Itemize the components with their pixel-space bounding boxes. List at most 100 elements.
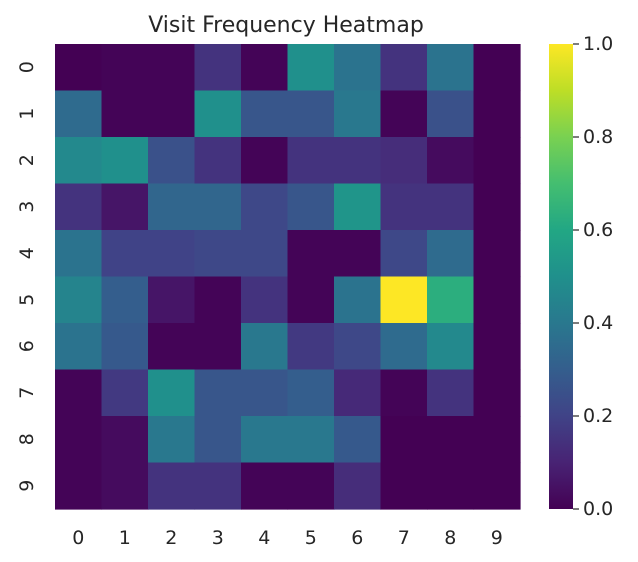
colorbar-tick-label: 0.6 [583,219,613,241]
heatmap-cell [334,276,382,324]
heatmap-cell [148,323,196,371]
heatmap-cell [287,137,335,185]
colorbar-gradient [549,44,573,509]
heatmap-cell [473,183,521,231]
heatmap-cell [334,183,382,231]
heatmap-cells [55,44,521,510]
colorbar-tick-label: 0.8 [583,126,613,148]
heatmap-cell [427,90,475,138]
colorbar-tick-label: 0.0 [583,498,613,520]
heatmap-cell [194,137,242,185]
heatmap-cell [427,137,475,185]
x-tick-label: 1 [119,527,131,549]
colorbar: 0.0 0.2 0.4 0.6 0.8 1.0 [549,33,613,520]
y-tick-label: 5 [16,294,38,306]
heatmap-cell [287,462,335,510]
heatmap-cell [427,183,475,231]
x-tick-label: 6 [351,527,363,549]
heatmap-cell [287,369,335,417]
colorbar-tick-label: 0.4 [583,312,613,334]
heatmap-cell [380,183,428,231]
heatmap-cell [148,416,196,464]
y-tick-label: 7 [16,387,38,399]
heatmap-cell [287,276,335,324]
x-axis: 0 1 2 3 4 5 6 7 8 9 [72,527,503,549]
heatmap-cell [241,90,289,138]
heatmap-cell [287,230,335,278]
heatmap-cell [148,90,196,138]
heatmap-cell [194,462,242,510]
heatmap-cell [241,44,289,92]
heatmap-cell [427,276,475,324]
heatmap-cell [241,369,289,417]
heatmap-cell [287,323,335,371]
heatmap-cell [241,137,289,185]
heatmap-cell [101,137,149,185]
colorbar-tick-label: 0.2 [583,405,613,427]
chart-title: Visit Frequency Heatmap [148,13,424,38]
heatmap-cell [427,369,475,417]
heatmap-cell [241,276,289,324]
y-axis: 0 1 2 3 4 5 6 7 8 9 [16,61,38,492]
heatmap-cell [334,462,382,510]
heatmap-cell [101,90,149,138]
heatmap-cell [427,416,475,464]
heatmap-cell [334,44,382,92]
heatmap-cell [473,276,521,324]
heatmap-cell [287,90,335,138]
heatmap-cell [101,462,149,510]
heatmap-cell [101,44,149,92]
heatmap-cell [380,90,428,138]
heatmap-cell [194,90,242,138]
heatmap-cell [148,369,196,417]
heatmap-cell [101,323,149,371]
x-tick-label: 5 [305,527,317,549]
heatmap-cell [473,44,521,92]
heatmap-cell [148,230,196,278]
heatmap-cell [148,462,196,510]
heatmap-cell [334,137,382,185]
heatmap-cell [334,369,382,417]
heatmap-cell [194,276,242,324]
heatmap-cell [101,230,149,278]
heatmap-cell [194,230,242,278]
colorbar-tick-label: 1.0 [583,33,613,55]
heatmap-cell [473,323,521,371]
y-tick-label: 0 [16,61,38,73]
heatmap-cell [101,183,149,231]
heatmap-cell [427,462,475,510]
heatmap-cell [55,183,103,231]
heatmap-cell [148,183,196,231]
heatmap-cell [334,230,382,278]
heatmap-cell [55,44,103,92]
x-tick-label: 3 [212,527,224,549]
heatmap-cell [55,276,103,324]
y-tick-label: 1 [16,108,38,120]
heatmap-cell [241,183,289,231]
x-tick-label: 8 [444,527,456,549]
heatmap-cell [55,137,103,185]
heatmap-cell [241,416,289,464]
x-tick-label: 9 [491,527,503,549]
heatmap-cell [473,416,521,464]
heatmap-cell [473,462,521,510]
heatmap-cell [55,230,103,278]
x-tick-label: 7 [398,527,410,549]
heatmap-cell [55,90,103,138]
heatmap-cell [55,323,103,371]
heatmap-cell [194,416,242,464]
heatmap-cell [380,369,428,417]
y-tick-label: 4 [16,247,38,259]
heatmap-cell [334,323,382,371]
heatmap-cell [380,323,428,371]
heatmap-cell [55,369,103,417]
heatmap-cell [380,416,428,464]
heatmap-cell [148,44,196,92]
heatmap-cell [101,416,149,464]
heatmap-cell [473,369,521,417]
y-tick-label: 8 [16,433,38,445]
heatmap-cell [287,416,335,464]
heatmap-cell [241,323,289,371]
y-tick-label: 3 [16,201,38,213]
